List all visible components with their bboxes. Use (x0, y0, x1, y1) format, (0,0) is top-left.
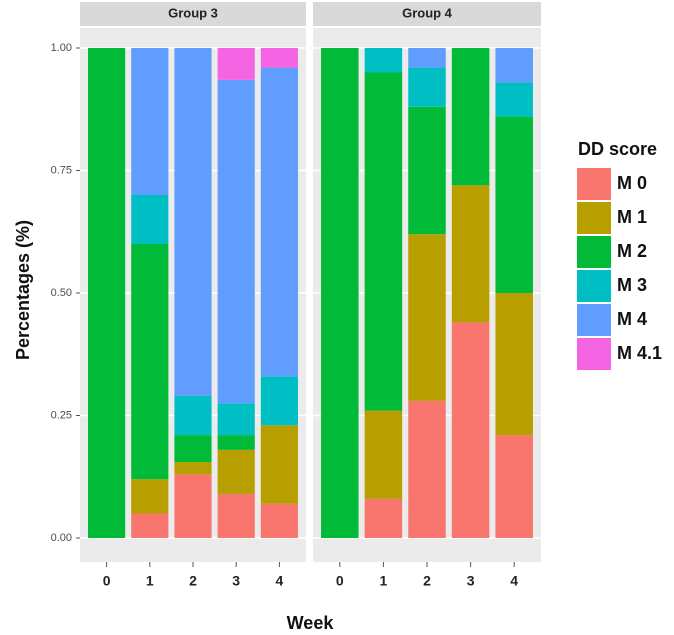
facet-title: Group 3 (168, 5, 218, 20)
y-tick-label: 0.75 (51, 164, 72, 176)
bar-segment (131, 513, 169, 538)
legend-label: M 2 (617, 241, 647, 261)
bar-segment (217, 493, 255, 538)
x-tick-label: 0 (103, 573, 111, 589)
y-tick-label: 0.25 (51, 409, 72, 421)
bar-segment (217, 79, 255, 404)
bar-segment (260, 503, 298, 538)
legend-key (577, 270, 611, 302)
bar-segment (408, 400, 446, 538)
bar-segment (364, 48, 403, 73)
x-tick-label: 1 (380, 573, 388, 589)
bar-segment (495, 82, 533, 117)
bar-segment (131, 195, 169, 244)
bar-segment (131, 479, 169, 514)
bar-segment (364, 410, 403, 499)
legend-label: M 4.1 (617, 343, 662, 363)
bar-segment (408, 67, 446, 107)
x-tick-label: 4 (510, 573, 518, 589)
bar-segment (174, 462, 212, 475)
bar-segment (131, 244, 169, 480)
x-axis-title: Week (287, 613, 335, 633)
bar-segment (217, 435, 255, 450)
legend-key (577, 168, 611, 200)
bar-segment (217, 48, 255, 80)
x-tick-label: 3 (467, 573, 475, 589)
x-tick-label: 1 (146, 573, 154, 589)
bar-segment (131, 48, 169, 195)
bar-segment (451, 185, 490, 323)
bar-segment (260, 48, 298, 68)
bar-segment (408, 106, 446, 235)
bar-segment (408, 234, 446, 401)
legend-key (577, 304, 611, 336)
bar-segment (495, 435, 533, 538)
bar-segment (408, 48, 446, 68)
bar-segment (174, 48, 212, 396)
y-axis-title: Percentages (%) (13, 220, 33, 360)
legend-key (577, 202, 611, 234)
legend-key (577, 236, 611, 268)
x-tick-label: 2 (423, 573, 431, 589)
bar-segment (260, 376, 298, 426)
legend-label: M 1 (617, 207, 647, 227)
x-tick-label: 2 (189, 573, 197, 589)
legend-label: M 0 (617, 173, 647, 193)
legend-label: M 3 (617, 275, 647, 295)
y-tick-label: 0.50 (51, 287, 72, 299)
bar-segment (217, 449, 255, 494)
bar-segment (321, 48, 359, 538)
y-tick-label: 1.00 (51, 42, 72, 54)
bar-segment (260, 67, 298, 377)
bar-segment (88, 48, 126, 538)
bar-segment (174, 395, 212, 436)
y-tick-label: 0.00 (51, 532, 72, 544)
facet-title: Group 4 (402, 5, 453, 20)
x-tick-label: 3 (232, 573, 240, 589)
x-tick-label: 4 (276, 573, 284, 589)
bar-segment (174, 435, 212, 463)
strip (80, 2, 306, 26)
bar-segment (495, 48, 533, 83)
bar-segment (364, 498, 403, 538)
bar-segment (495, 293, 533, 436)
legend-key (577, 338, 611, 370)
bar-segment (174, 474, 212, 538)
bar-segment (217, 403, 255, 436)
legend-title: DD score (578, 139, 657, 159)
bar-segment (495, 116, 533, 293)
bar-segment (260, 425, 298, 504)
x-tick-label: 0 (336, 573, 344, 589)
bar-segment (451, 322, 490, 538)
bar-segment (364, 72, 403, 411)
legend-label: M 4 (617, 309, 647, 329)
strip (313, 2, 541, 26)
bar-segment (451, 48, 490, 186)
